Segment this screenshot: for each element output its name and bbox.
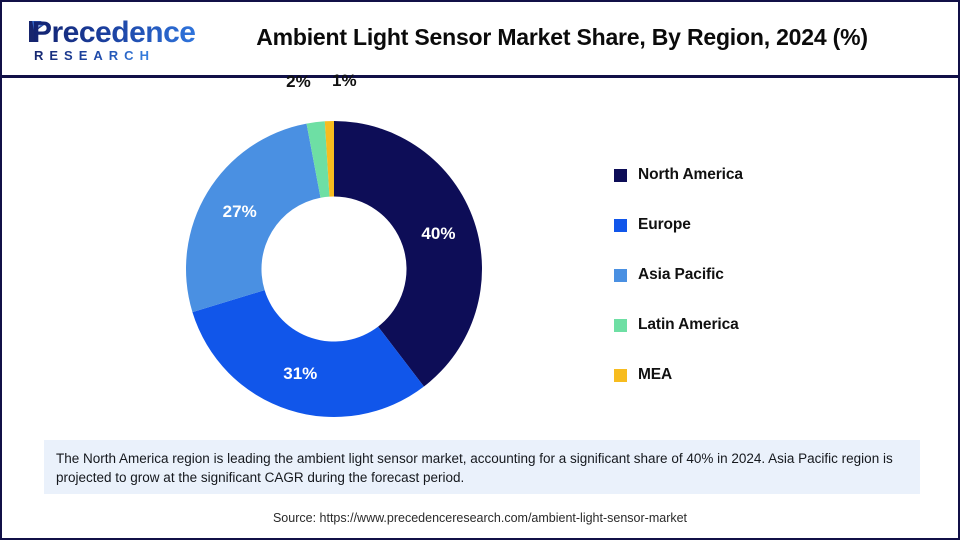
precedence-research-logo: Precedence RESEARCH (14, 16, 196, 68)
donut-slice[interactable] (334, 121, 482, 387)
logo-subtitle: RESEARCH (34, 48, 155, 63)
donut-slice-label: 2% (286, 72, 311, 92)
legend-swatch-mea (614, 368, 627, 382)
donut-slice-label: 40% (421, 223, 456, 243)
donut-slice[interactable] (185, 123, 321, 313)
legend-item-europe[interactable]: Europe (614, 200, 914, 250)
donut-slice-label: 1% (332, 71, 357, 91)
chart-legend: North America Europe Asia Pacific Latin … (614, 150, 914, 400)
legend-item-asia-pacific[interactable]: Asia Pacific (614, 250, 914, 300)
donut-slice-group (185, 121, 482, 417)
donut-slice[interactable] (306, 121, 330, 198)
legend-swatch-latin-america (614, 318, 627, 332)
legend-label-north-america: North America (638, 166, 743, 183)
description-box: The North America region is leading the … (44, 440, 920, 494)
legend-item-latin-america[interactable]: Latin America (614, 300, 914, 350)
precedence-leaf-icon (29, 21, 44, 42)
logo-wordmark: Precedence (32, 16, 196, 49)
legend-label-asia-pacific: Asia Pacific (638, 266, 724, 283)
donut-chart-svg (185, 121, 482, 417)
donut-slice[interactable] (192, 290, 424, 417)
page-title: Ambient Light Sensor Market Share, By Re… (256, 24, 868, 50)
legend-label-europe: Europe (638, 216, 691, 233)
legend-swatch-asia-pacific (614, 268, 627, 282)
legend-item-mea[interactable]: MEA (614, 350, 914, 400)
donut-slice-label: 31% (283, 363, 318, 383)
legend-swatch-europe (614, 218, 627, 232)
legend-item-north-america[interactable]: North America (614, 150, 914, 200)
page-header: Precedence RESEARCH Ambient Light Sensor… (2, 2, 958, 78)
legend-label-latin-america: Latin America (638, 316, 739, 333)
legend-label-mea: MEA (638, 366, 673, 383)
legend-swatch-north-america (614, 168, 627, 182)
donut-slice[interactable] (324, 121, 334, 197)
donut-chart: 40% 31% 27% 2% 1% (152, 71, 532, 430)
donut-slice-label: 27% (222, 201, 257, 221)
description-text: The North America region is leading the … (56, 451, 893, 485)
source-caption: Source: https://www.precedenceresearch.c… (272, 511, 688, 525)
